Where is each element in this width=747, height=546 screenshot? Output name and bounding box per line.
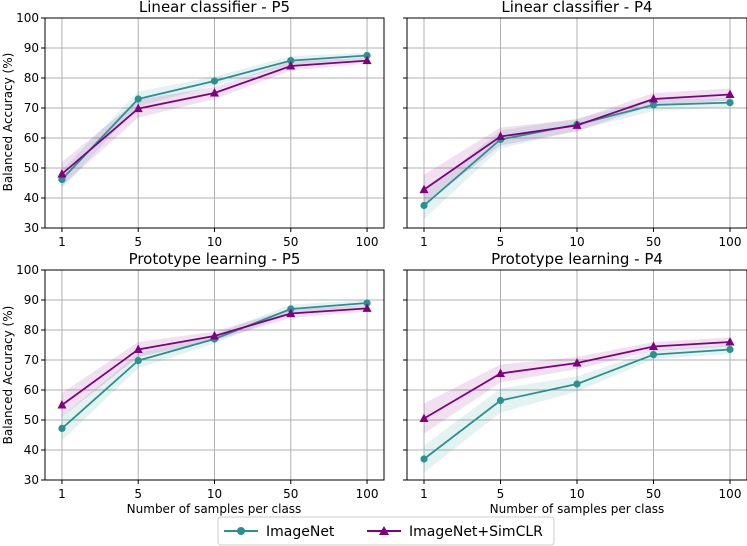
panel-title: Prototype learning - P5 [129, 250, 301, 268]
x-tick-label: 1 [58, 487, 66, 501]
data-point [726, 345, 734, 354]
x-tick-label: 50 [283, 487, 298, 501]
data-point [649, 341, 658, 350]
x-tick-label: 100 [356, 235, 379, 249]
y-tick-label: 40 [24, 443, 39, 457]
data-point [572, 358, 582, 367]
data-point [496, 368, 505, 377]
x-tick-label: 100 [356, 487, 379, 501]
y-tick-label: 90 [24, 41, 39, 55]
data-point [726, 99, 734, 107]
data-point [420, 201, 428, 210]
y-tick-label: 30 [24, 473, 39, 487]
y-tick-label: 100 [16, 11, 39, 25]
y-tick-label: 60 [24, 383, 39, 397]
x-tick-label: 100 [719, 487, 742, 501]
x-tick-label: 1 [58, 235, 66, 249]
y-tick-label: 90 [24, 293, 39, 307]
y-tick-label: 70 [24, 101, 39, 115]
x-tick-label: 100 [719, 235, 742, 249]
y-tick-label: 100 [16, 263, 39, 277]
x-tick-label: 10 [207, 487, 222, 501]
x-tick-label: 10 [569, 487, 584, 501]
data-point [57, 169, 67, 178]
x-tick-label: 50 [646, 235, 661, 249]
y-axis-label-top: Balanced Accuracy (%) [1, 53, 15, 192]
data-point [286, 308, 296, 317]
data-point [58, 424, 66, 432]
x-tick-label: 1 [420, 235, 428, 249]
data-point [496, 131, 505, 140]
y-tick-label: 50 [24, 161, 39, 175]
data-point [287, 57, 295, 65]
x-axis-label-right: Number of samples per class [490, 502, 665, 516]
legend-marker-simclr [379, 526, 389, 535]
panel-4: 1 5 10 50 100 Prototype learning - P4 [403, 250, 747, 501]
confidence-band [424, 345, 730, 473]
x-tick-label: 5 [497, 235, 505, 249]
panel-2: 1 5 10 50 100 Linear classifier - P4 [403, 0, 747, 249]
data-point [649, 101, 658, 109]
data-point [649, 351, 658, 359]
data-point [419, 413, 429, 422]
data-point [496, 396, 505, 405]
y-tick-label: 80 [24, 323, 39, 337]
data-point [363, 51, 371, 60]
data-point [725, 89, 735, 98]
data-point [725, 337, 735, 346]
data-point [649, 94, 658, 103]
confidence-band [424, 337, 730, 434]
data-point [210, 331, 219, 340]
y-tick-label: 50 [24, 413, 39, 427]
data-point [286, 61, 296, 70]
legend-marker-imagenet [237, 527, 245, 535]
panel-title: Linear classifier - P5 [139, 0, 290, 16]
data-point [419, 184, 429, 194]
data-point [420, 455, 428, 463]
x-tick-label: 1 [420, 487, 428, 501]
data-point [58, 175, 66, 183]
data-point [134, 357, 142, 365]
y-tick-label: 70 [24, 353, 39, 367]
data-point [210, 77, 219, 85]
data-point [57, 400, 67, 409]
x-tick-label: 10 [569, 235, 584, 249]
data-point [133, 103, 143, 113]
x-tick-label: 5 [497, 487, 505, 501]
data-point [363, 299, 371, 307]
data-point [573, 380, 581, 388]
confidence-band [61, 300, 368, 441]
legend: ImageNet ImageNet+SimCLR [217, 516, 555, 546]
panel-title: Linear classifier - P4 [501, 0, 652, 16]
data-point [572, 120, 582, 129]
x-tick-label: 5 [134, 235, 142, 249]
panel-1: 1 5 10 50 100 30 40 50 60 70 80 90 100 Linear classif… [16, 0, 385, 249]
data-point [133, 344, 143, 353]
x-axis-label-left: Number of samples per class [127, 502, 302, 516]
legend-label-imagenet: ImageNet [266, 524, 335, 540]
data-point [362, 55, 372, 65]
y-tick-label: 80 [24, 71, 39, 85]
panel-3: 1 5 10 50 100 30 40 50 60 70 80 90 100 Prototype lear… [16, 250, 385, 501]
y-tick-label: 40 [24, 191, 39, 205]
panel-title: Prototype learning - P4 [491, 250, 663, 268]
x-tick-label: 10 [207, 235, 222, 249]
y-tick-label: 30 [24, 221, 39, 235]
data-point [210, 88, 219, 97]
legend-label-simclr: ImageNet+SimCLR [409, 524, 543, 540]
y-axis-label-bottom: Balanced Accuracy (%) [1, 306, 15, 445]
data-point [134, 95, 142, 103]
x-tick-label: 50 [283, 235, 298, 249]
y-tick-label: 60 [24, 131, 39, 145]
x-tick-label: 5 [134, 487, 142, 501]
data-point [362, 303, 372, 312]
x-tick-label: 50 [646, 487, 661, 501]
